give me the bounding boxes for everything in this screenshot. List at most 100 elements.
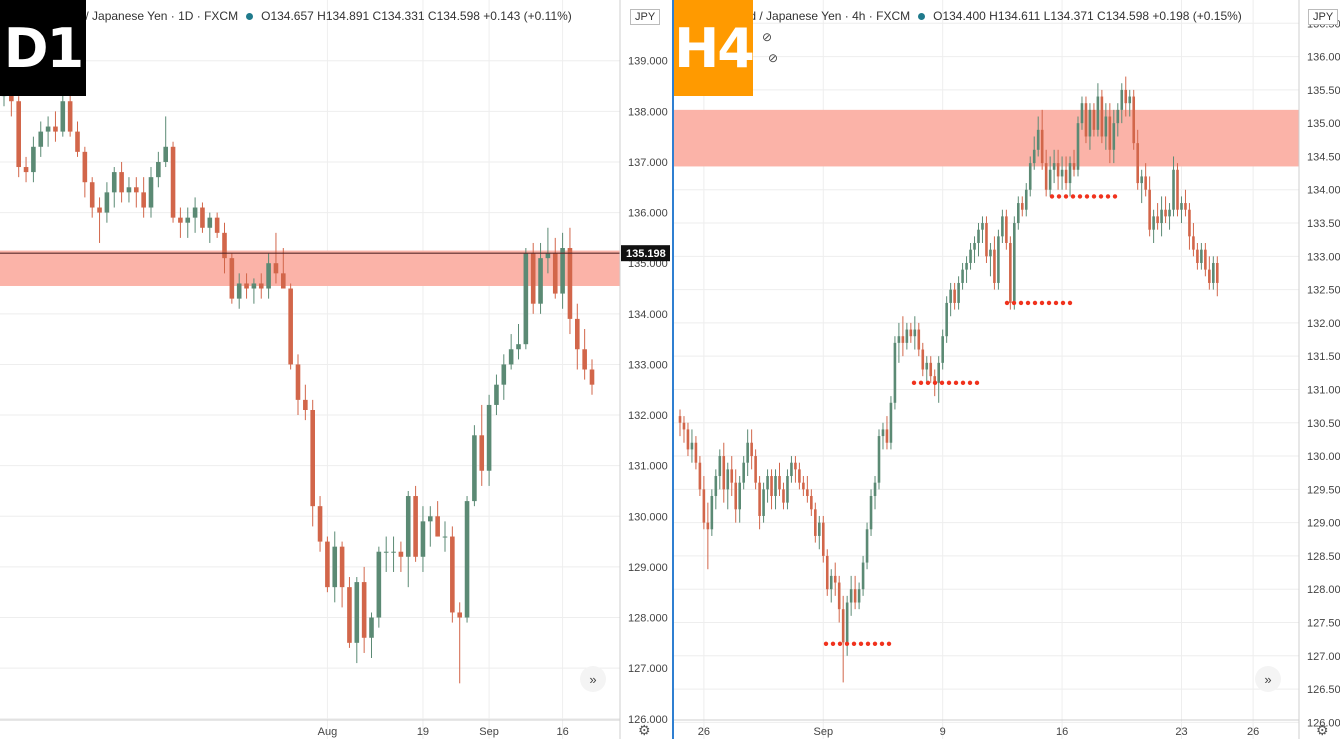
candle (229, 253, 235, 304)
candle (770, 469, 773, 510)
candle (1108, 103, 1112, 164)
candle-body (501, 364, 507, 385)
candle (841, 595, 845, 683)
candle (457, 602, 462, 684)
d1-ohlc-readout: O134.657 H134.891 C134.331 C134.598 +0.1… (261, 9, 572, 23)
price-tick-label: 127.000 (628, 663, 668, 675)
candle (104, 182, 110, 223)
support-dot (967, 380, 973, 386)
candle-body (192, 207, 198, 218)
candle-body (75, 131, 80, 152)
candle (1020, 196, 1024, 217)
candle-body (1128, 96, 1132, 104)
candle (383, 536, 389, 572)
d1-chart-panel[interactable]: 139.000 138.000 137.000 136.000 135.000 134.0… (0, 0, 670, 739)
candle-body (893, 342, 897, 403)
candle (391, 536, 396, 572)
candle (486, 394, 492, 486)
support-dot (1056, 194, 1062, 199)
candle-body (1140, 176, 1143, 184)
candle (754, 449, 757, 490)
candle (1180, 196, 1183, 224)
candle (575, 303, 580, 370)
h4-currency-label[interactable]: JPY (1308, 9, 1339, 25)
candle (1152, 209, 1155, 244)
price-tick-label: 136.000 (628, 208, 668, 220)
candle (530, 242, 536, 314)
time-axis[interactable]: Aug 19 Sep 16 (318, 726, 569, 738)
candle (45, 116, 51, 147)
candle (690, 429, 694, 463)
candle (782, 482, 785, 510)
candle (82, 146, 88, 198)
time-tick-label: 26 (698, 726, 710, 738)
price-tick-label: 128.500 (1307, 551, 1340, 563)
candle-body (332, 546, 338, 588)
price-tick-label: 133.500 (1307, 218, 1340, 230)
candle-body (89, 182, 95, 208)
support-dot (886, 641, 892, 646)
eye-off-icon[interactable]: ⊘ (762, 30, 773, 44)
d1-timeframe-badge: D1 (0, 0, 86, 96)
candle (347, 577, 352, 648)
candle (582, 329, 587, 380)
candle (997, 229, 1000, 290)
candle (1140, 169, 1143, 204)
support-dot (1070, 194, 1076, 199)
candles (678, 76, 1219, 683)
candle-body (1072, 163, 1076, 170)
price-tick-label: 127.000 (1307, 651, 1340, 663)
candle (1096, 83, 1100, 137)
candle-body (1216, 262, 1219, 283)
candle-body (853, 589, 857, 603)
price-tick-label: 126.000 (1307, 717, 1340, 729)
time-axis[interactable]: 26 Sep 9 16 23 26 (698, 726, 1259, 738)
d1-chart[interactable]: 139.000 138.000 137.000 136.000 135.000 134.0… (0, 0, 670, 739)
price-axis[interactable]: 136.500136.000135.500135.000134.500134.0… (1307, 18, 1340, 729)
support-dot (953, 380, 959, 386)
h4-symbol-title: and / Japanese Yen · 4h · FXCM (736, 9, 911, 23)
candle (317, 496, 323, 552)
gear-icon[interactable]: ⚙ (638, 722, 651, 738)
candle (1216, 256, 1219, 297)
candle (1136, 129, 1139, 190)
h4-chart-panel[interactable]: 136.500136.000135.500135.000134.500134.0… (672, 0, 1340, 739)
price-axis[interactable]: 139.000 138.000 137.000 136.000 135.000 134.0… (628, 56, 668, 726)
candle (435, 501, 440, 537)
gear-icon[interactable]: ⚙ (1316, 722, 1329, 738)
candle (281, 248, 286, 289)
candle (905, 322, 909, 350)
candle (1208, 256, 1211, 290)
scroll-right-button[interactable]: » (1255, 666, 1281, 692)
candle (1148, 176, 1151, 237)
candle-body (1084, 103, 1088, 137)
candle-body (690, 442, 694, 450)
price-tick-label: 130.000 (628, 511, 668, 523)
candle-body (111, 172, 117, 193)
candle-body (1104, 116, 1108, 137)
candle-body (1060, 169, 1064, 177)
candle (23, 156, 29, 183)
candle-body (405, 496, 411, 557)
candle-body (1144, 176, 1147, 190)
candle (545, 227, 551, 274)
candle-body (435, 516, 440, 537)
h4-chart[interactable]: 136.500136.000135.500135.000134.500134.0… (674, 0, 1340, 739)
support-dot (1084, 194, 1090, 199)
candle-body (726, 469, 730, 490)
candle-body (376, 551, 382, 618)
candle (929, 356, 933, 383)
support-dot (918, 380, 924, 386)
candle-body (281, 273, 286, 289)
candle-body (582, 349, 587, 370)
candle-body (750, 442, 753, 457)
candle-body (530, 253, 536, 304)
double-chevron-right-icon: » (1264, 671, 1272, 687)
candle (111, 167, 117, 208)
eye-off-icon[interactable]: ⊘ (768, 51, 779, 65)
candle-body (23, 167, 29, 173)
candle (119, 161, 124, 203)
d1-currency-label[interactable]: JPY (630, 9, 661, 25)
candle-body (1076, 123, 1080, 170)
scroll-right-button[interactable]: » (580, 666, 606, 692)
